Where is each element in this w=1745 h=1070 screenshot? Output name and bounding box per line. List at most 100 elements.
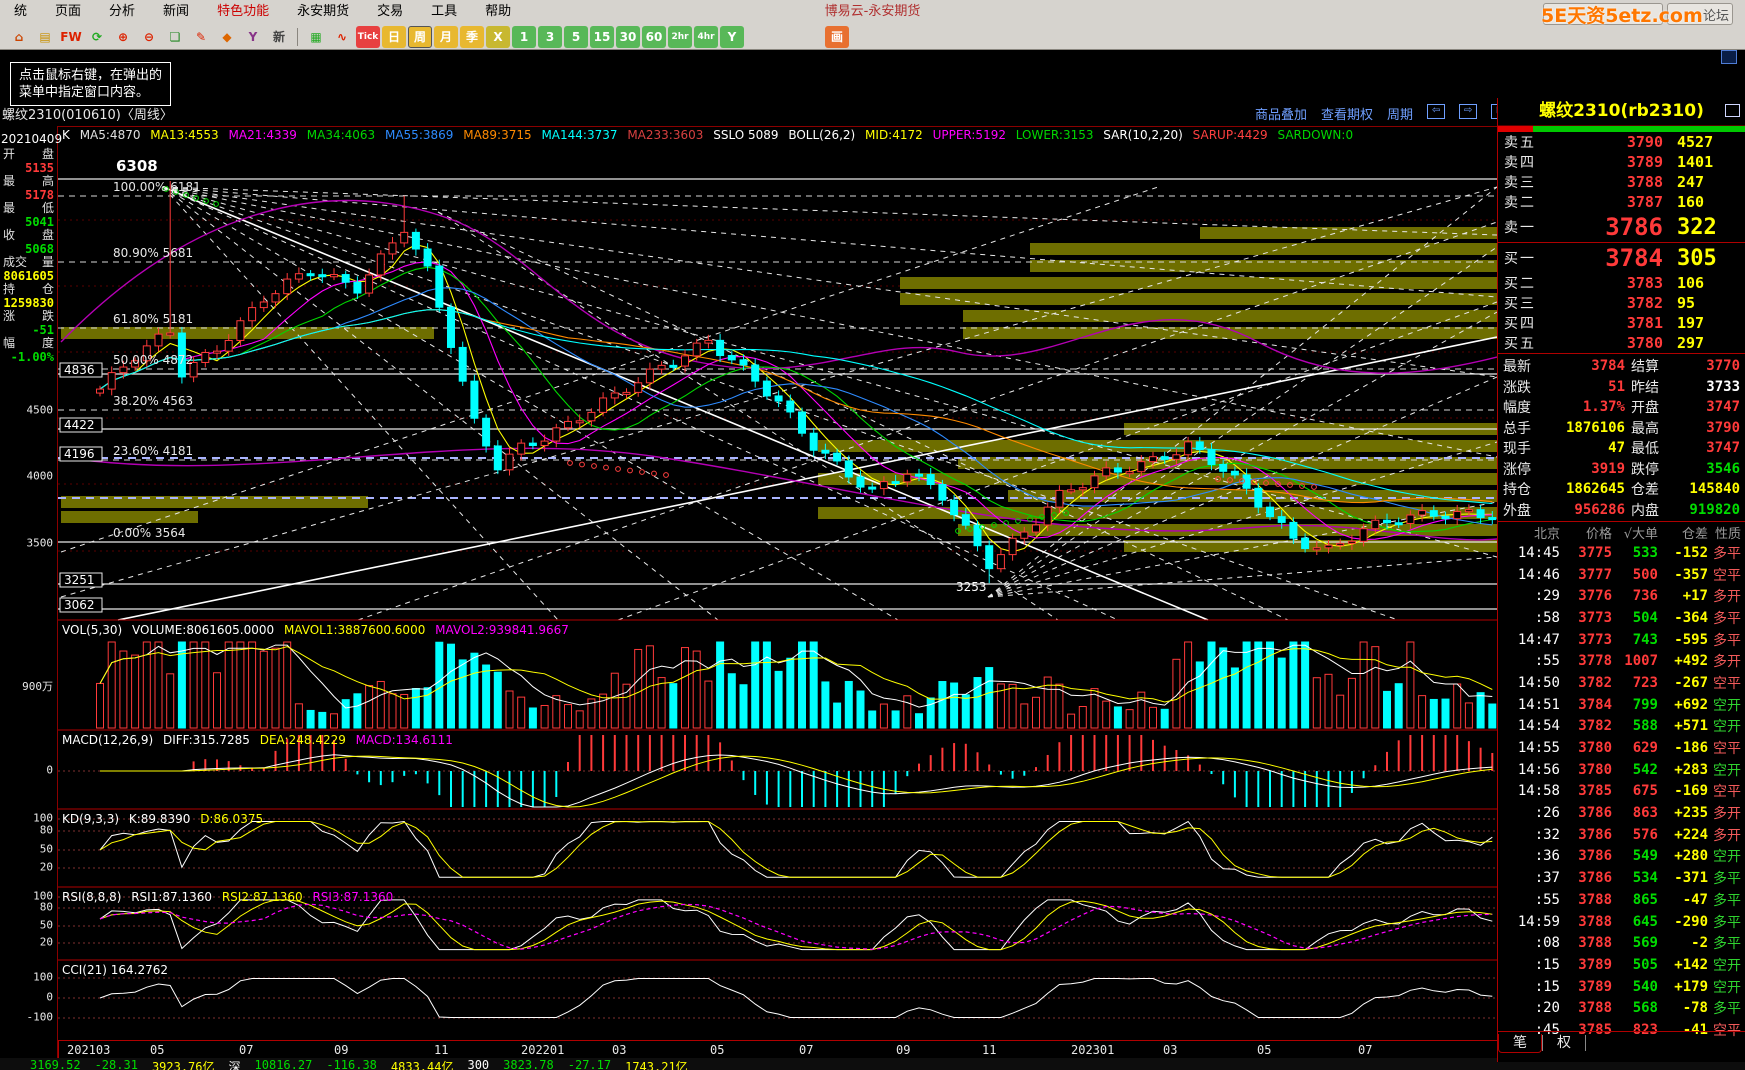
tick-row-2[interactable]: :29 3776 736 +17 多开 xyxy=(1498,585,1745,607)
menu-item-4[interactable]: 特色功能 xyxy=(217,4,270,19)
tick-row-9[interactable]: 14:55 3780 629 -186 空平 xyxy=(1498,737,1745,759)
draw-board-button[interactable]: 画 xyxy=(825,25,849,48)
ask-row-4[interactable]: 卖四 3789 1401 xyxy=(1498,152,1745,172)
period-15m-button[interactable]: 15 xyxy=(590,25,614,48)
bid-row-4[interactable]: 买四 3781 197 xyxy=(1498,313,1745,333)
axis-divider xyxy=(58,1041,59,1059)
volume-bar xyxy=(365,685,374,729)
new-icon[interactable]: 新 xyxy=(272,30,285,44)
tick-time: 14:45 xyxy=(1517,544,1560,561)
volume-bar xyxy=(1219,647,1228,729)
period-1m-button[interactable]: 1 xyxy=(512,25,536,48)
ask-row-5[interactable]: 卖五 3790 4527 xyxy=(1498,132,1745,152)
period-day-button[interactable]: 日 xyxy=(382,25,406,48)
tick-nature: 多平 xyxy=(1713,914,1741,931)
fw-icon[interactable]: FW xyxy=(60,29,82,44)
zoom-in-icon[interactable]: ⊕ xyxy=(117,29,129,44)
draw-pencil-icon[interactable]: ✎ xyxy=(195,29,207,44)
pane-next-icon[interactable]: ⇨ xyxy=(1459,104,1478,119)
home-icon[interactable]: ⌂ xyxy=(14,29,24,44)
forum-button[interactable] xyxy=(1667,3,1733,25)
ask-row-1[interactable]: 卖一 3786 322 xyxy=(1498,212,1745,242)
tick-row-4[interactable]: 14:47 3773 743 -595 多平 xyxy=(1498,629,1745,651)
header-link-2[interactable]: 周期 xyxy=(1387,108,1414,123)
stat-value-2: 3790 xyxy=(1706,419,1740,436)
tab-tick-bi[interactable]: 笔 xyxy=(1498,1034,1542,1053)
menu-item-8[interactable]: 帮助 xyxy=(485,4,512,19)
menu-item-1[interactable]: 页面 xyxy=(55,4,82,19)
header-link-1[interactable]: 查看期权 xyxy=(1321,108,1374,123)
tick-row-3[interactable]: :58 3773 504 -364 多平 xyxy=(1498,607,1745,629)
period-30m-button[interactable]: 30 xyxy=(616,25,640,48)
period-month-button[interactable]: 月 xyxy=(434,25,458,48)
ask-row-2[interactable]: 卖二 3787 160 xyxy=(1498,192,1745,212)
menu-item-7[interactable]: 工具 xyxy=(431,4,458,19)
period-y-button[interactable]: Y xyxy=(720,25,744,48)
tick-row-20[interactable]: :15 3789 540 +179 空开 xyxy=(1498,976,1745,998)
bid-row-5[interactable]: 买五 3780 297 xyxy=(1498,333,1745,353)
maximize-icon[interactable] xyxy=(1725,104,1740,117)
tick-row-1[interactable]: 14:46 3777 500 -357 空平 xyxy=(1498,564,1745,586)
refresh-icon[interactable]: ⟳ xyxy=(91,29,103,44)
board-icon[interactable]: ▦ xyxy=(310,29,322,44)
period-5m-button[interactable]: 5 xyxy=(564,25,588,48)
menu-item-3[interactable]: 新闻 xyxy=(163,4,190,19)
kline-icon[interactable]: ∿ xyxy=(336,29,348,44)
filter-icon[interactable]: Y xyxy=(248,29,258,44)
tick-row-12[interactable]: :26 3786 863 +235 多开 xyxy=(1498,802,1745,824)
window-layout-icon[interactable] xyxy=(1721,50,1737,64)
header-link-0[interactable]: 商品叠加 xyxy=(1255,108,1308,123)
watermark-button[interactable] xyxy=(1543,3,1663,25)
tick-row-17[interactable]: 14:59 3788 645 -290 多平 xyxy=(1498,911,1745,933)
kline-chart-canvas[interactable]: 100.00% 6181 80.90% 5681 61.80% 5181 50.00%… xyxy=(58,127,1498,1059)
tick-row-14[interactable]: :36 3786 549 +280 空开 xyxy=(1498,846,1745,868)
menu-item-6[interactable]: 交易 xyxy=(377,4,404,19)
zoom-out-icon[interactable]: ⊖ xyxy=(143,29,155,44)
bid-row-3[interactable]: 买三 3782 95 xyxy=(1498,293,1745,313)
period-season-button[interactable]: 季 xyxy=(460,25,484,48)
ask-levels: 卖五 3790 4527 卖四 3789 1401 卖三 3788 247 卖二 3787 160 卖一… xyxy=(1498,132,1745,242)
sar-dot xyxy=(1215,476,1221,482)
tick-row-10[interactable]: 14:56 3780 542 +283 空开 xyxy=(1498,759,1745,781)
menu-item-0[interactable]: 统 xyxy=(14,4,28,19)
tick-row-6[interactable]: 14:50 3782 723 -267 空平 xyxy=(1498,672,1745,694)
period-week-button[interactable]: 周 xyxy=(408,25,432,48)
period-4hr-button[interactable]: 4hr xyxy=(694,25,718,48)
tick-row-21[interactable]: :20 3788 568 -78 多平 xyxy=(1498,997,1745,1019)
tick-row-16[interactable]: :55 3788 865 -47 多平 xyxy=(1498,889,1745,911)
tick-row-22[interactable]: :45 3785 823 -41 空平 xyxy=(1498,1019,1745,1041)
bid-row-1[interactable]: 买一 3784 305 xyxy=(1498,243,1745,273)
tick-nature: 多平 xyxy=(1713,871,1741,888)
volume-bar xyxy=(1371,646,1380,729)
tick-row-15[interactable]: :37 3786 534 -371 多平 xyxy=(1498,867,1745,889)
period-x-button[interactable]: X xyxy=(486,25,510,48)
tick-row-19[interactable]: :15 3789 505 +142 空开 xyxy=(1498,954,1745,976)
chart-area[interactable]: 100.00% 6181 80.90% 5681 61.80% 5181 50.00%… xyxy=(58,126,1498,1059)
period-60m-button[interactable]: 60 xyxy=(642,25,666,48)
ma-token-15: SARUP:4429 xyxy=(1192,128,1272,142)
tick-row-11[interactable]: 14:58 3785 675 -169 空平 xyxy=(1498,781,1745,803)
field-label-4: 成交量 xyxy=(3,256,54,269)
period-3m-button[interactable]: 3 xyxy=(538,25,562,48)
ask-row-3[interactable]: 卖三 3788 247 xyxy=(1498,172,1745,192)
tick-button[interactable]: Tick xyxy=(356,25,380,48)
tick-row-0[interactable]: 14:45 3775 533 -152 多平 xyxy=(1498,542,1745,564)
tick-row-5[interactable]: :55 3778 1007 +492 多开 xyxy=(1498,650,1745,672)
candle-body xyxy=(330,274,338,278)
tick-row-7[interactable]: 14:51 3784 799 +692 空开 xyxy=(1498,694,1745,716)
menu-item-2[interactable]: 分析 xyxy=(109,4,136,19)
peak-price-label: 6308 xyxy=(116,157,158,175)
tick-row-13[interactable]: :32 3786 576 +224 多开 xyxy=(1498,824,1745,846)
tick-bigvol: 542 xyxy=(1632,761,1658,778)
bid-row-2[interactable]: 买二 3783 106 xyxy=(1498,273,1745,293)
pages-icon[interactable]: ▤ xyxy=(39,29,51,44)
tick-row-18[interactable]: :08 3788 569 -2 多平 xyxy=(1498,932,1745,954)
overlay-icon[interactable]: ❏ xyxy=(169,29,181,44)
menu-item-5[interactable]: 永安期货 xyxy=(297,4,350,19)
tick-row-8[interactable]: 14:54 3782 588 +571 空开 xyxy=(1498,716,1745,738)
tab-options-quan[interactable]: 权 xyxy=(1557,1035,1571,1051)
paint-icon[interactable]: ◆ xyxy=(222,29,232,44)
stat-value-2: 3733 xyxy=(1706,378,1740,395)
pane-prev-icon[interactable]: ⇦ xyxy=(1427,104,1446,119)
period-2hr-button[interactable]: 2hr xyxy=(668,25,692,48)
